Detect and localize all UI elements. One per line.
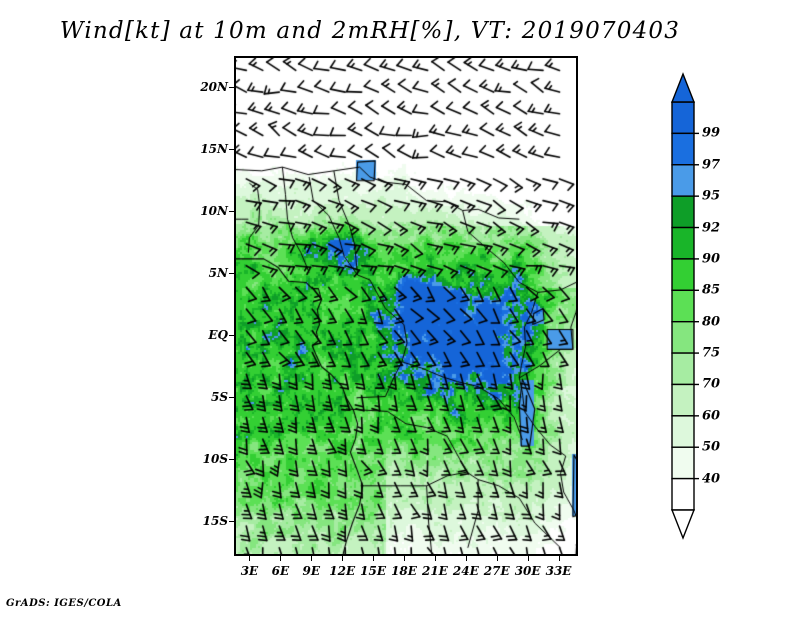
y-axis-tick-label: 5S [210,390,228,404]
colorbar-band [671,226,695,260]
x-axis-tick-label: 18E [391,564,417,578]
y-axis-tick-label: EQ [208,328,228,342]
y-axis-tick-label: 10N [200,204,228,218]
y-axis-tick [229,211,235,212]
x-axis-tick-label: 33E [545,564,572,578]
colorbar: 40 50 60 70 75 80 85 90 92 95 97 99 [668,72,778,540]
y-axis-tick [229,149,235,150]
colorbar-band [671,446,695,480]
colorbar-band [671,164,695,197]
x-axis-tick [404,555,405,561]
x-axis-tick [496,555,498,561]
map-plot-area [234,56,578,556]
colorbar-extend-high-arrow [670,72,696,103]
colorbar-tick-label: 50 [702,439,721,455]
colorbar-tick-label: 85 [702,282,721,298]
x-axis-tick-label: 3E [240,564,259,578]
colorbar-band [671,383,695,417]
y-axis-tick [229,521,235,522]
page-title: Wind[kt] at 10m and 2mRH[%], VT: 2019070… [59,18,681,44]
colorbar-band [671,320,695,354]
colorbar-band [671,132,695,166]
y-axis-tick-label: 15N [200,142,228,156]
x-axis-tick [527,555,529,561]
colorbar-tick-label: 97 [702,157,721,173]
x-axis-tick [373,555,375,561]
x-axis-tick [280,555,282,561]
x-axis-tick-label: 9E [302,564,321,578]
colorbar-tick-label: 75 [702,345,721,361]
colorbar-band [671,352,695,386]
x-axis-tick-label: 6E [271,564,290,578]
colorbar-band [671,195,695,229]
x-axis-tick [434,555,436,561]
colorbar-tick-label: 40 [702,471,721,487]
y-axis-tick [229,335,235,336]
x-axis-tick [465,555,467,561]
colorbar-tick-label: 90 [702,251,721,267]
colorbar-band [671,477,695,511]
x-axis-tick [558,555,560,561]
colorbar-band [671,258,695,292]
x-axis-tick-label: 12E [329,564,356,578]
y-axis-tick-label: 5N [208,266,228,280]
x-axis-tick-label: 24E [452,564,479,578]
colorbar-tick-label: 80 [702,314,721,330]
colorbar-tick-label: 99 [702,125,721,141]
colorbar-tick-label: 60 [702,408,721,424]
rh-heatmap-canvas [236,58,576,554]
colorbar-extend-low-arrow [670,509,696,540]
y-axis-tick-label: 10S [202,452,228,466]
x-axis-tick-label: 27E [483,564,510,578]
x-axis-tick-label: 21E [421,564,448,578]
x-axis-tick [249,555,251,561]
x-axis-tick [342,555,344,561]
colorbar-band [671,415,695,448]
colorbar-tick-label: 70 [702,376,721,392]
colorbar-tick-label: 92 [702,220,721,236]
colorbar-tick-label: 95 [702,188,721,204]
y-axis-tick-label: 20N [200,80,228,94]
colorbar-band [671,289,695,323]
x-axis-tick [311,555,313,561]
x-axis-tick-label: 15E [360,564,387,578]
y-axis-tick [229,87,235,88]
y-axis-tick-label: 15S [202,514,228,528]
y-axis-tick [229,459,235,460]
colorbar-band [671,101,695,135]
y-axis-tick [229,273,235,274]
y-axis-tick [229,397,235,398]
x-axis-tick-label: 30E [514,564,541,578]
colorbar-svg [670,72,699,540]
credit-text: GrADS: IGES/COLA [6,598,122,609]
